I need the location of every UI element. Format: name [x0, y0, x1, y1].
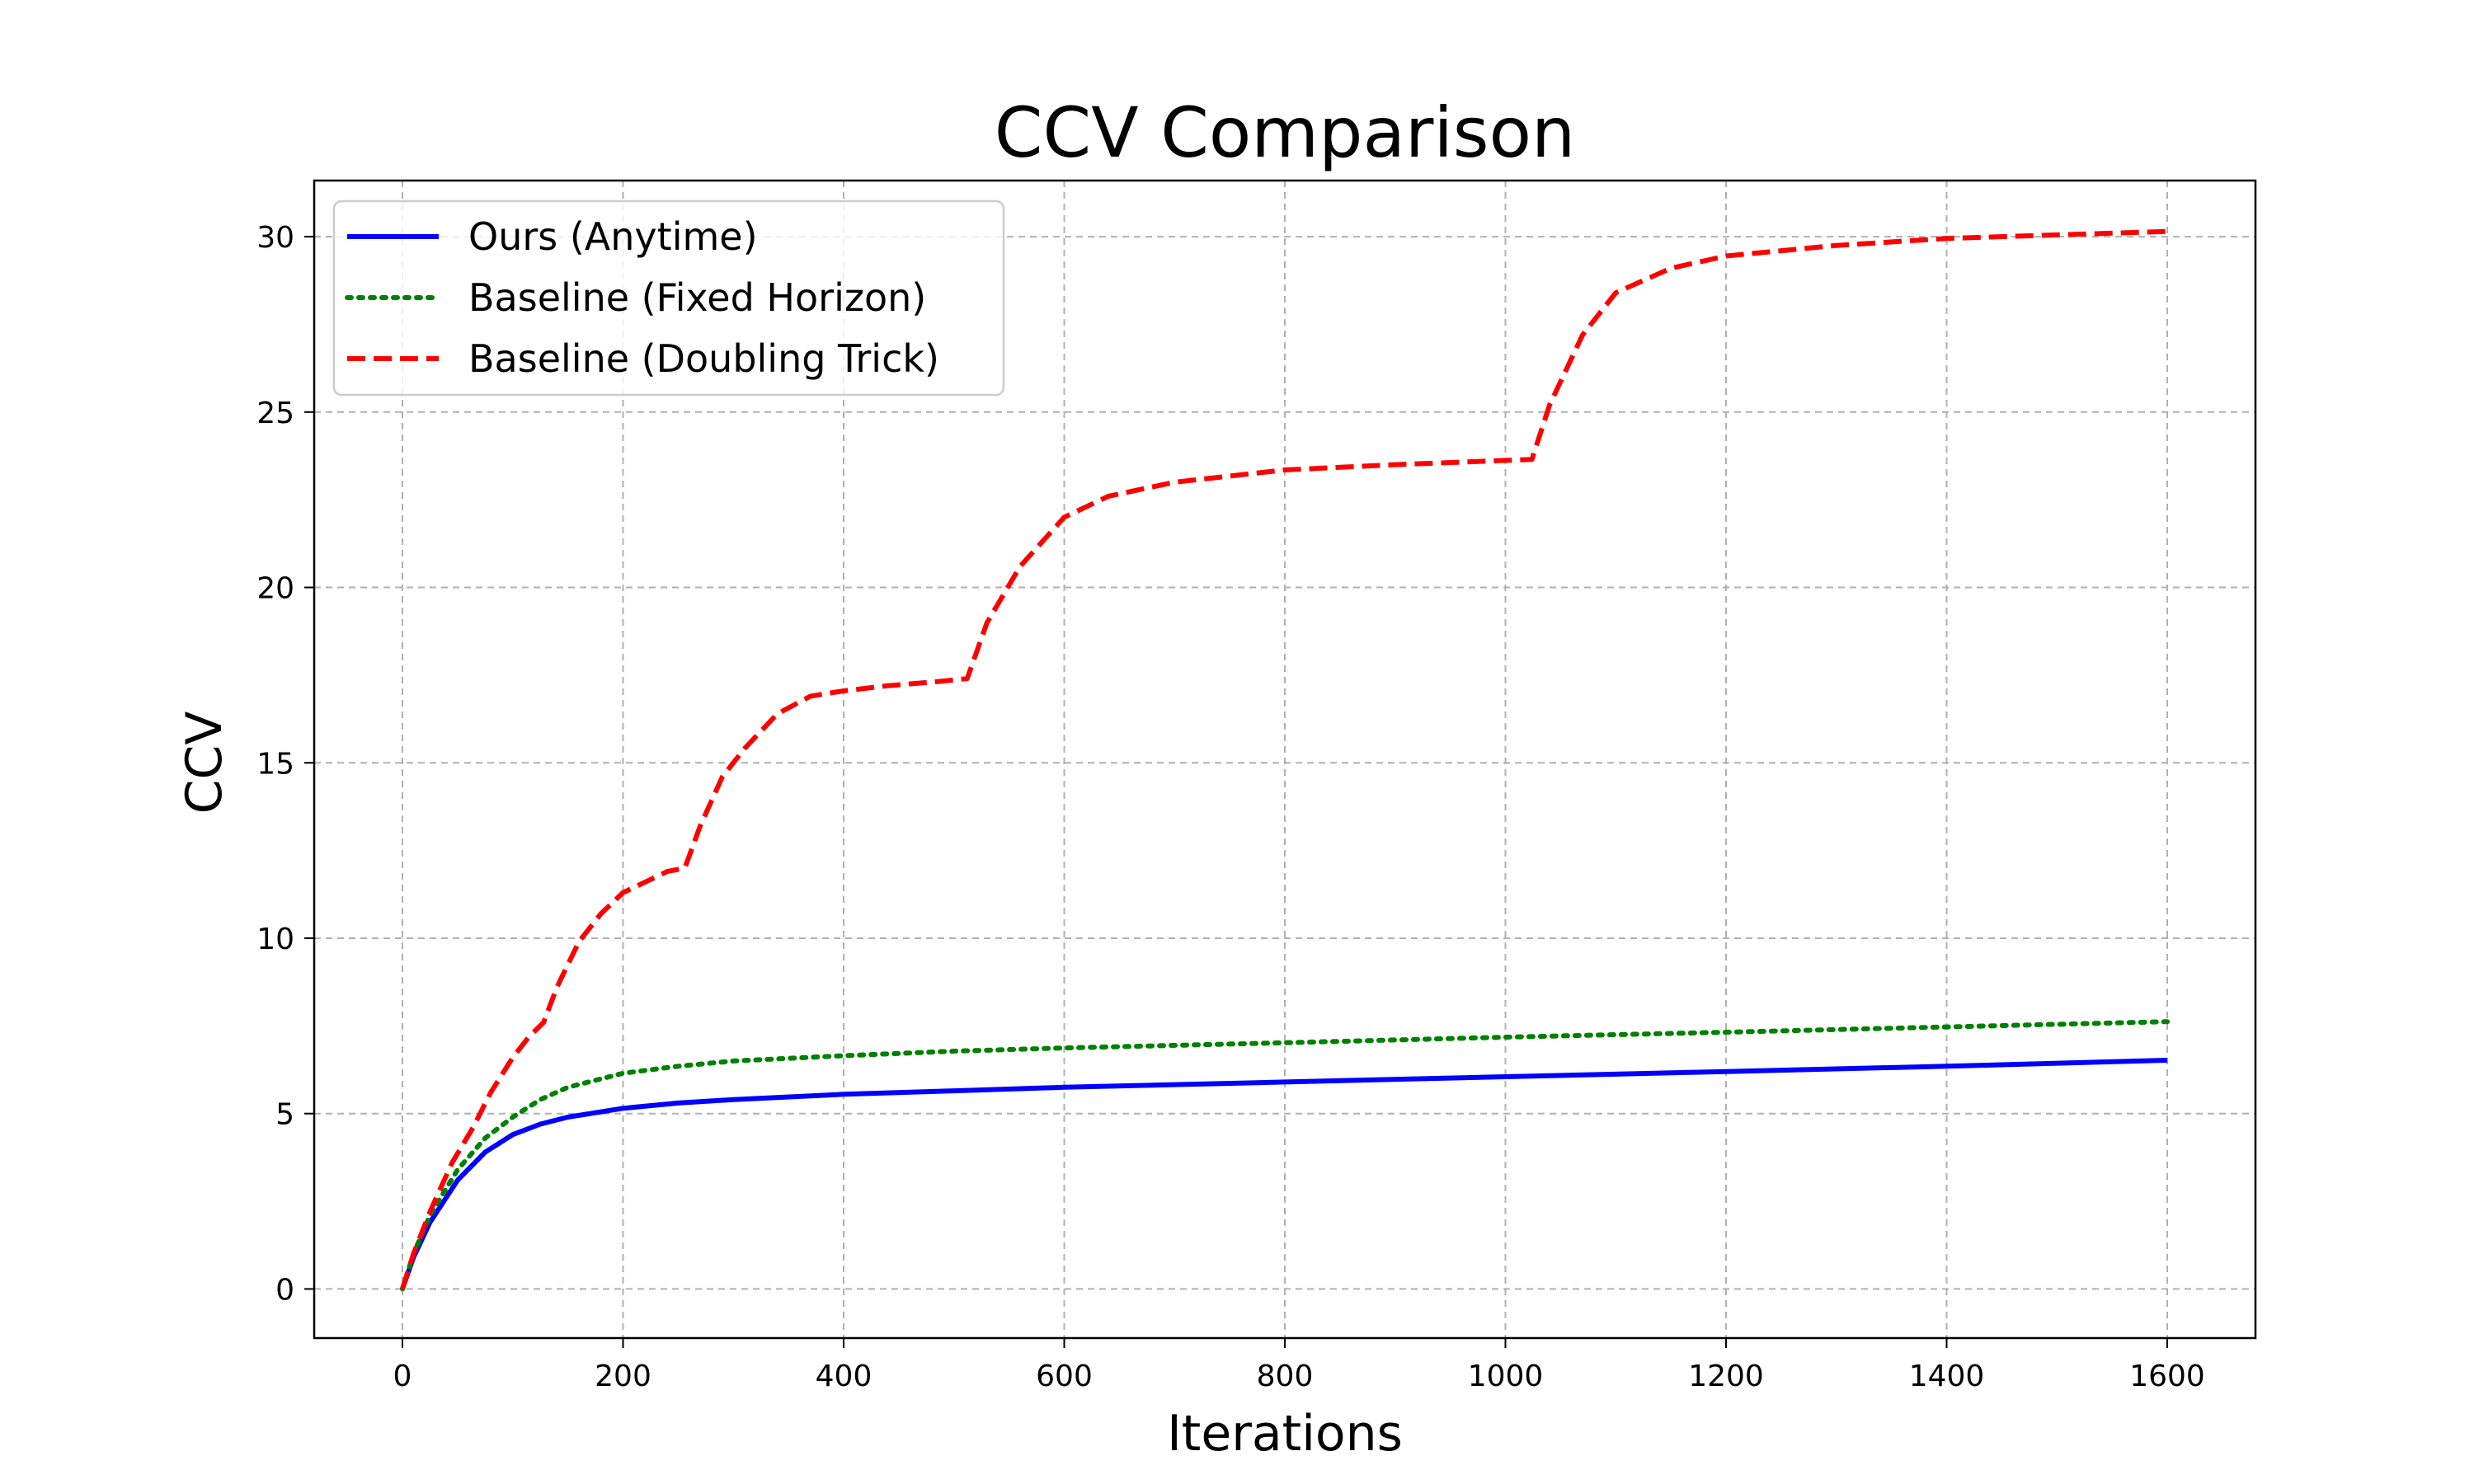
legend-label: Ours (Anytime): [468, 214, 758, 259]
x-tick-label: 1400: [1909, 1360, 1985, 1393]
y-tick-label: 20: [256, 572, 294, 606]
x-tick-label: 200: [595, 1360, 651, 1393]
y-tick-label: 25: [256, 397, 294, 430]
series-line-2: [400, 1019, 2170, 1292]
chart-title: CCV Comparison: [995, 92, 1575, 173]
axis-ticks: 0 200 400 600 800 1000 1200 1400 1600 0 5 10 15 20 25 3…: [256, 221, 2205, 1393]
x-tick-label: 800: [1257, 1360, 1314, 1393]
y-tick-label: 0: [275, 1273, 294, 1307]
y-tick-label: 10: [256, 923, 294, 956]
y-axis-label: CCV: [176, 711, 233, 815]
series-line-3: [400, 228, 2168, 1290]
x-tick-label: 0: [393, 1360, 412, 1393]
x-tick-label: 1200: [1688, 1360, 1764, 1393]
legend-label: Baseline (Doubling Trick): [468, 336, 939, 381]
legend: Ours (Anytime) Baseline (Fixed Horizon) Ba…: [332, 200, 1005, 397]
series-lines: [400, 228, 2170, 1292]
x-tick-label: 1000: [1468, 1360, 1544, 1393]
legend-label: Baseline (Fixed Horizon): [468, 275, 926, 320]
x-tick-label: 400: [816, 1360, 872, 1393]
x-tick-label: 600: [1036, 1360, 1093, 1393]
y-tick-label: 30: [256, 221, 294, 255]
x-tick-label: 1600: [2129, 1360, 2205, 1393]
series-line-1: [400, 1058, 2168, 1290]
y-tick-label: 5: [275, 1098, 294, 1132]
legend-box: [332, 200, 1005, 397]
grid-lines: [314, 181, 2255, 1338]
y-tick-label: 15: [256, 747, 294, 781]
x-axis-label: Iterations: [1167, 1405, 1403, 1463]
plot-area-frame: [313, 179, 2257, 1340]
